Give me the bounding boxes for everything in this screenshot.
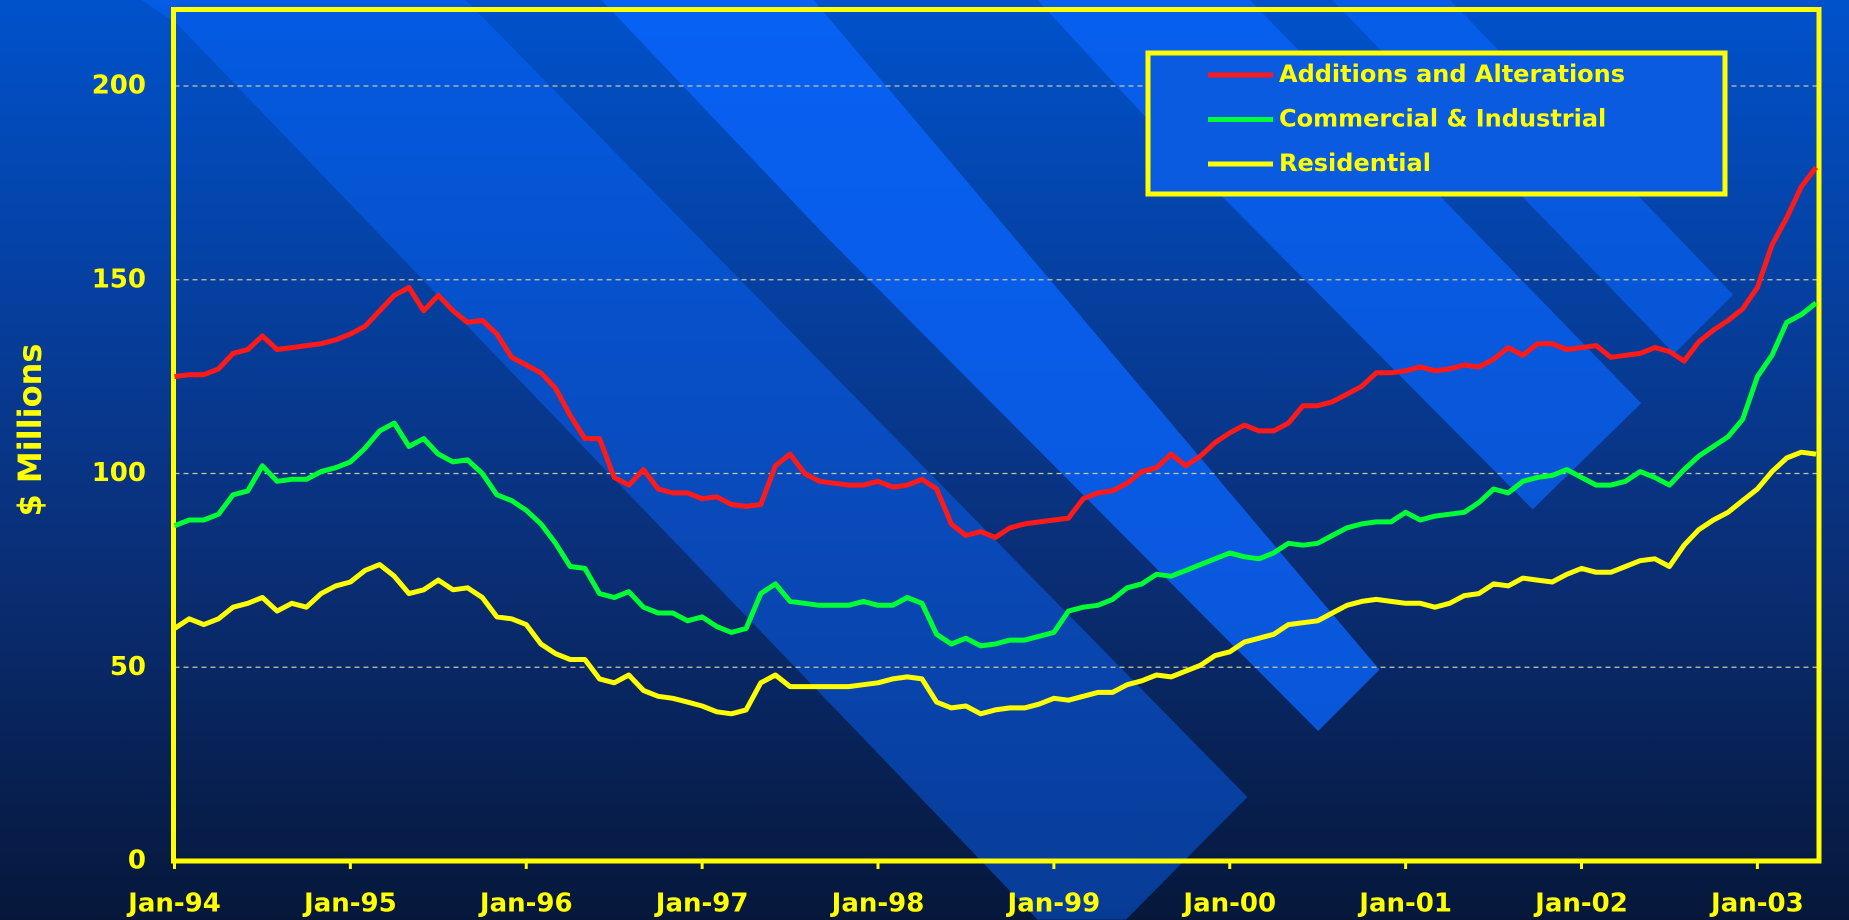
- x-tick-label: Jan-99: [1006, 889, 1101, 919]
- x-tick-label: Jan-94: [126, 889, 221, 919]
- y-tick-label: 200: [92, 71, 146, 101]
- y-tick-label: 0: [128, 846, 146, 876]
- x-tick-label: Jan-96: [478, 889, 573, 919]
- legend-label: Additions and Alterations: [1279, 60, 1625, 88]
- x-tick-label: Jan-02: [1533, 889, 1628, 919]
- x-tick-label: Jan-95: [302, 889, 397, 919]
- y-tick-label: 100: [92, 458, 146, 488]
- x-tick-label: Jan-98: [830, 889, 925, 919]
- y-tick-label: 50: [110, 652, 146, 682]
- legend-label: Commercial & Industrial: [1279, 105, 1606, 133]
- y-tick-label: 150: [92, 264, 146, 294]
- x-tick-label: Jan-03: [1709, 889, 1804, 919]
- page: {"chart_data": {"type": "line", "y_label…: [0, 0, 1849, 920]
- legend-label: Residential: [1279, 149, 1431, 177]
- x-tick-label: Jan-97: [654, 889, 749, 919]
- chart: $ Millions 0 50 100 150 200 Jan-94 Jan-95 Jan-9…: [0, 0, 1849, 920]
- x-tick-label: Jan-00: [1181, 889, 1276, 919]
- y-axis-label: $ Millions: [11, 344, 49, 517]
- x-tick-label: Jan-01: [1357, 889, 1452, 919]
